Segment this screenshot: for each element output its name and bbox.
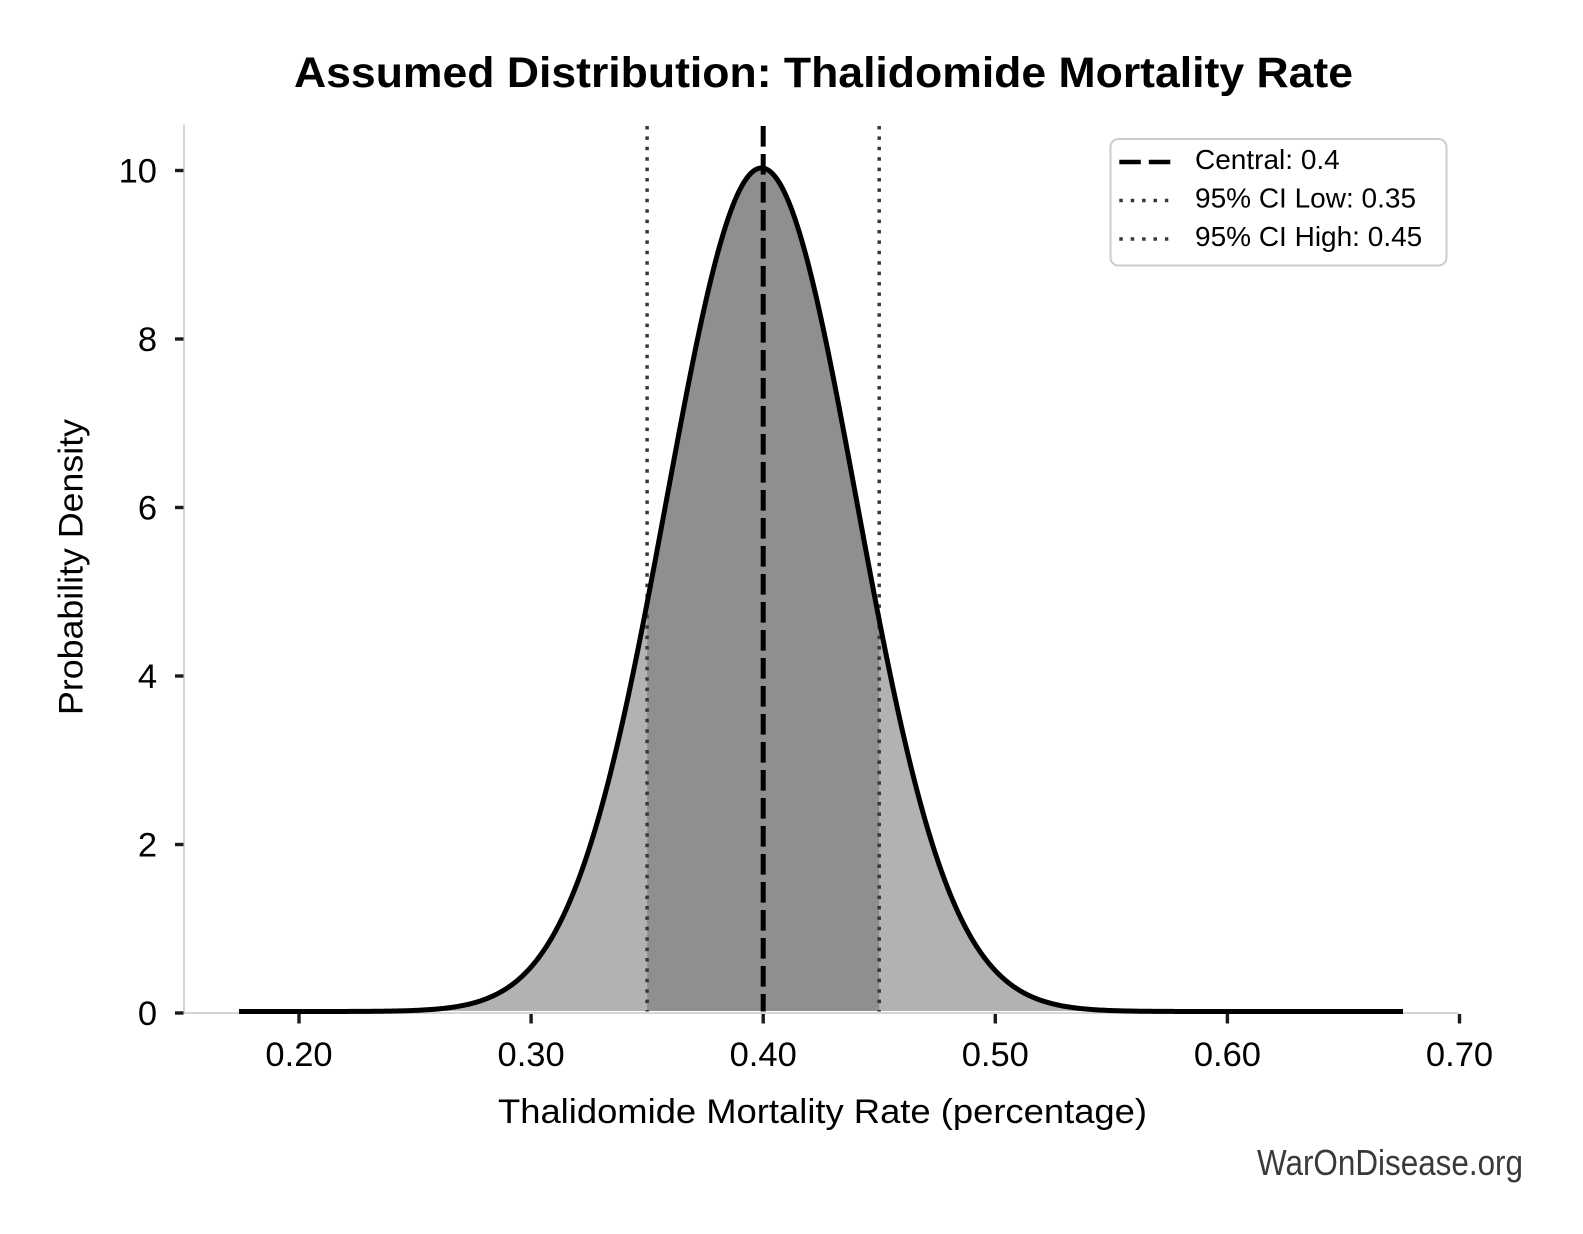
svg-text:Thalidomide Mortality Rate (pe: Thalidomide Mortality Rate (percentage): [498, 1093, 1147, 1131]
svg-text:0.50: 0.50: [962, 1036, 1029, 1074]
svg-text:10: 10: [119, 153, 157, 191]
svg-text:4: 4: [138, 658, 157, 696]
svg-text:8: 8: [138, 321, 157, 359]
svg-text:0: 0: [138, 995, 157, 1033]
svg-text:Assumed Distribution: Thalidom: Assumed Distribution: Thalidomide Mortal…: [294, 49, 1353, 97]
svg-text:0.20: 0.20: [265, 1036, 332, 1074]
svg-text:WarOnDisease.org: WarOnDisease.org: [1257, 1142, 1523, 1183]
svg-text:Central: 0.4: Central: 0.4: [1195, 144, 1340, 175]
svg-text:0.60: 0.60: [1194, 1036, 1261, 1074]
svg-text:6: 6: [138, 490, 157, 528]
svg-text:95% CI Low: 0.35: 95% CI Low: 0.35: [1195, 183, 1416, 214]
svg-text:2: 2: [138, 827, 157, 865]
svg-text:0.40: 0.40: [730, 1036, 797, 1074]
svg-text:95% CI High: 0.45: 95% CI High: 0.45: [1195, 221, 1422, 252]
svg-text:0.70: 0.70: [1426, 1036, 1493, 1074]
svg-text:Probability Density: Probability Density: [53, 419, 91, 715]
svg-text:0.30: 0.30: [498, 1036, 565, 1074]
